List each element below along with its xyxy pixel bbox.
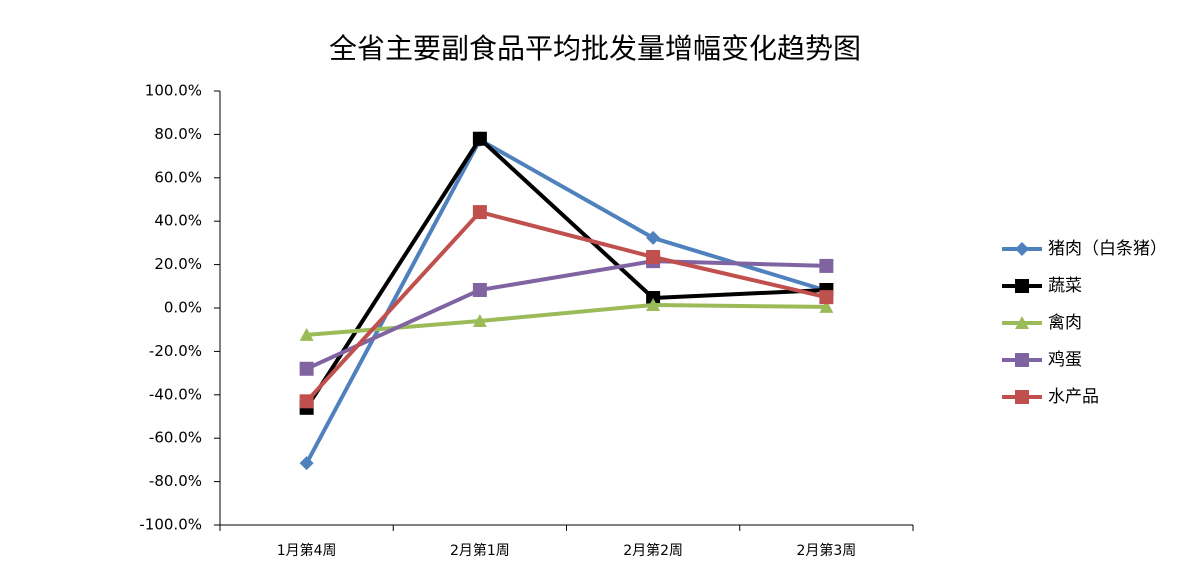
- y-tick-label: 40.0%: [154, 212, 202, 230]
- series-marker: [646, 250, 661, 265]
- series-marker: [819, 290, 834, 305]
- series-line: [304, 137, 827, 465]
- legend-label: 蔬菜: [1048, 276, 1082, 296]
- series-line: [305, 210, 827, 403]
- series-marker: [646, 297, 661, 311]
- legend-label: 水产品: [1048, 387, 1099, 407]
- x-tick-label: 2月第2周: [623, 542, 683, 559]
- series-marker: [472, 314, 487, 328]
- x-tick-label: 1月第4周: [277, 542, 337, 559]
- legend-marker: [1015, 390, 1029, 404]
- y-tick-label: 20.0%: [154, 255, 202, 273]
- series-marker: [299, 456, 314, 471]
- series-marker: [646, 230, 661, 245]
- y-tick-label: -100.0%: [139, 516, 202, 534]
- x-tick-label: 2月第3周: [796, 542, 856, 559]
- y-tick-label: -80.0%: [149, 472, 202, 490]
- y-tick-label: -40.0%: [149, 385, 202, 403]
- y-tick-label: 0.0%: [164, 299, 202, 317]
- series-marker: [472, 205, 487, 220]
- y-tick-label: -20.0%: [149, 342, 202, 360]
- series-line: [304, 136, 827, 409]
- series-line: [305, 259, 827, 371]
- series-marker: [819, 258, 834, 273]
- y-tick-label: 60.0%: [154, 168, 202, 186]
- series-marker: [299, 361, 314, 376]
- series-marker: [472, 131, 487, 146]
- y-tick-label: -60.0%: [149, 429, 202, 447]
- legend-label: 鸡蛋: [1048, 350, 1082, 370]
- series-marker: [472, 282, 487, 297]
- chart-title: 全省主要副食品平均批发量增幅变化趋势图: [329, 32, 861, 65]
- legend-marker: [1015, 353, 1029, 367]
- y-tick-label: 100.0%: [145, 82, 202, 100]
- y-tick-label: 80.0%: [154, 125, 202, 143]
- series-marker: [299, 327, 314, 341]
- series-marker: [299, 394, 314, 409]
- legend-marker: [1015, 242, 1029, 256]
- series-marker: [819, 299, 834, 313]
- legend-label: 猪肉（白条猪）: [1048, 239, 1167, 259]
- legend-marker: [1015, 279, 1029, 293]
- legend-label: 禽肉: [1048, 313, 1082, 333]
- x-tick-label: 2月第1周: [450, 542, 510, 559]
- legend-marker: [1015, 316, 1029, 329]
